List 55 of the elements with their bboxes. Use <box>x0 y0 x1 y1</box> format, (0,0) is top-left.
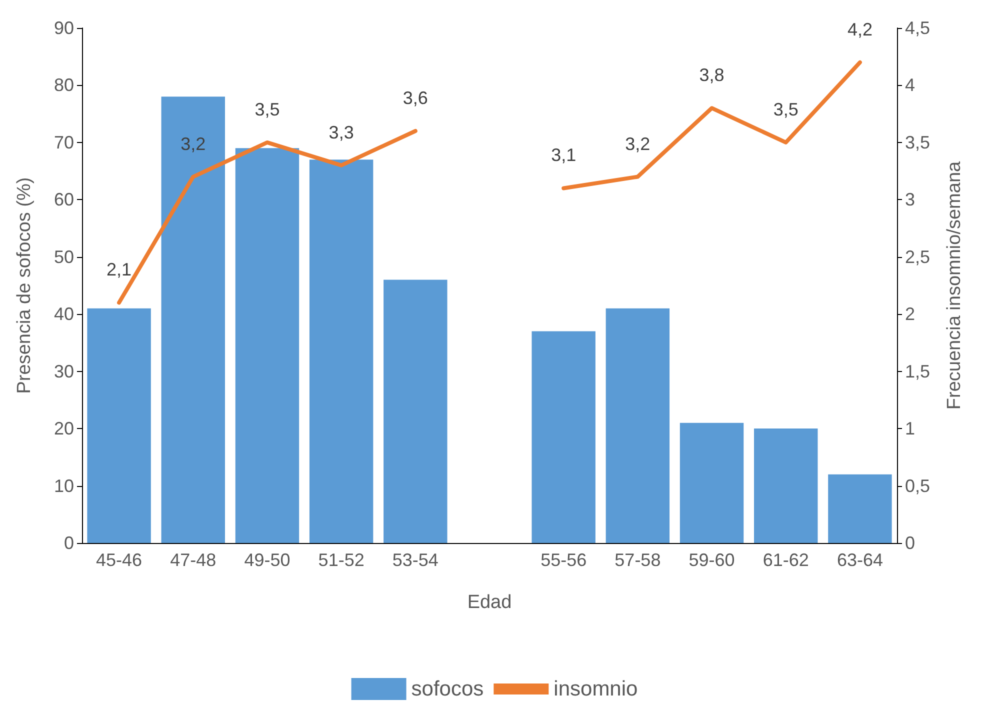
y-tick-label: 20 <box>54 418 74 439</box>
y2-tick-label: 0 <box>905 533 916 553</box>
bar <box>532 331 596 543</box>
y-tick-label: 50 <box>54 246 74 267</box>
y2-tick-label: 3 <box>905 190 916 210</box>
data-label: 3,2 <box>180 134 206 154</box>
y-tick-label: 30 <box>54 361 74 382</box>
bar <box>309 160 374 543</box>
y-tick-label: 40 <box>54 304 74 324</box>
bar <box>235 148 300 543</box>
x-tick-label: 53-54 <box>392 550 438 570</box>
y-tick-label: 90 <box>54 18 74 38</box>
x-axis-title: Edad <box>467 592 512 613</box>
bar <box>384 280 448 543</box>
data-label: 3,3 <box>328 122 354 142</box>
y2-tick-label: 4,5 <box>905 18 930 38</box>
y-tick-label: 60 <box>54 190 74 210</box>
data-label: 3,2 <box>625 134 650 154</box>
x-tick-label: 59-60 <box>688 550 735 570</box>
bar <box>754 428 818 543</box>
x-tick-label: 55-56 <box>540 550 587 570</box>
y-tick-label: 0 <box>64 533 74 553</box>
x-tick-label: 47-48 <box>170 550 216 570</box>
data-label: 3,5 <box>773 99 798 120</box>
data-label: 4,2 <box>847 19 872 40</box>
y2-axis-title: Frecuencia insomnio/semana <box>944 160 965 410</box>
bar <box>828 474 892 543</box>
y-axis-title: Presencia de sofocos (%) <box>14 177 35 394</box>
x-tick-label: 61-62 <box>762 550 809 570</box>
bar <box>87 308 151 543</box>
y-tick-label: 10 <box>54 476 74 496</box>
y2-tick-label: 1,5 <box>905 361 930 382</box>
y2-tick-label: 4 <box>905 75 916 96</box>
data-label: 3,6 <box>402 88 428 108</box>
y2-tick-label: 2,5 <box>905 246 930 267</box>
x-tick-label: 51-52 <box>318 550 364 570</box>
x-tick-label: 49-50 <box>244 550 290 570</box>
y-tick-label: 70 <box>54 132 74 152</box>
data-label: 3,5 <box>254 99 280 120</box>
y2-tick-label: 0,5 <box>905 476 930 496</box>
legend-label: insomnio <box>554 678 638 700</box>
bar <box>606 308 670 543</box>
legend-label: sofocos <box>411 678 484 700</box>
y2-tick-label: 2 <box>905 304 916 324</box>
x-tick-label: 57-58 <box>614 550 661 570</box>
x-tick-label: 63-64 <box>836 550 883 570</box>
y-tick-label: 80 <box>54 75 74 96</box>
y2-tick-label: 1 <box>905 418 916 439</box>
y2-tick-label: 3,5 <box>905 132 930 152</box>
data-label: 3,1 <box>551 145 576 166</box>
data-label: 3,8 <box>699 65 724 86</box>
x-tick-label: 45-46 <box>96 550 142 570</box>
bar <box>161 96 225 543</box>
bar <box>680 422 744 543</box>
data-label: 2,1 <box>106 260 132 280</box>
